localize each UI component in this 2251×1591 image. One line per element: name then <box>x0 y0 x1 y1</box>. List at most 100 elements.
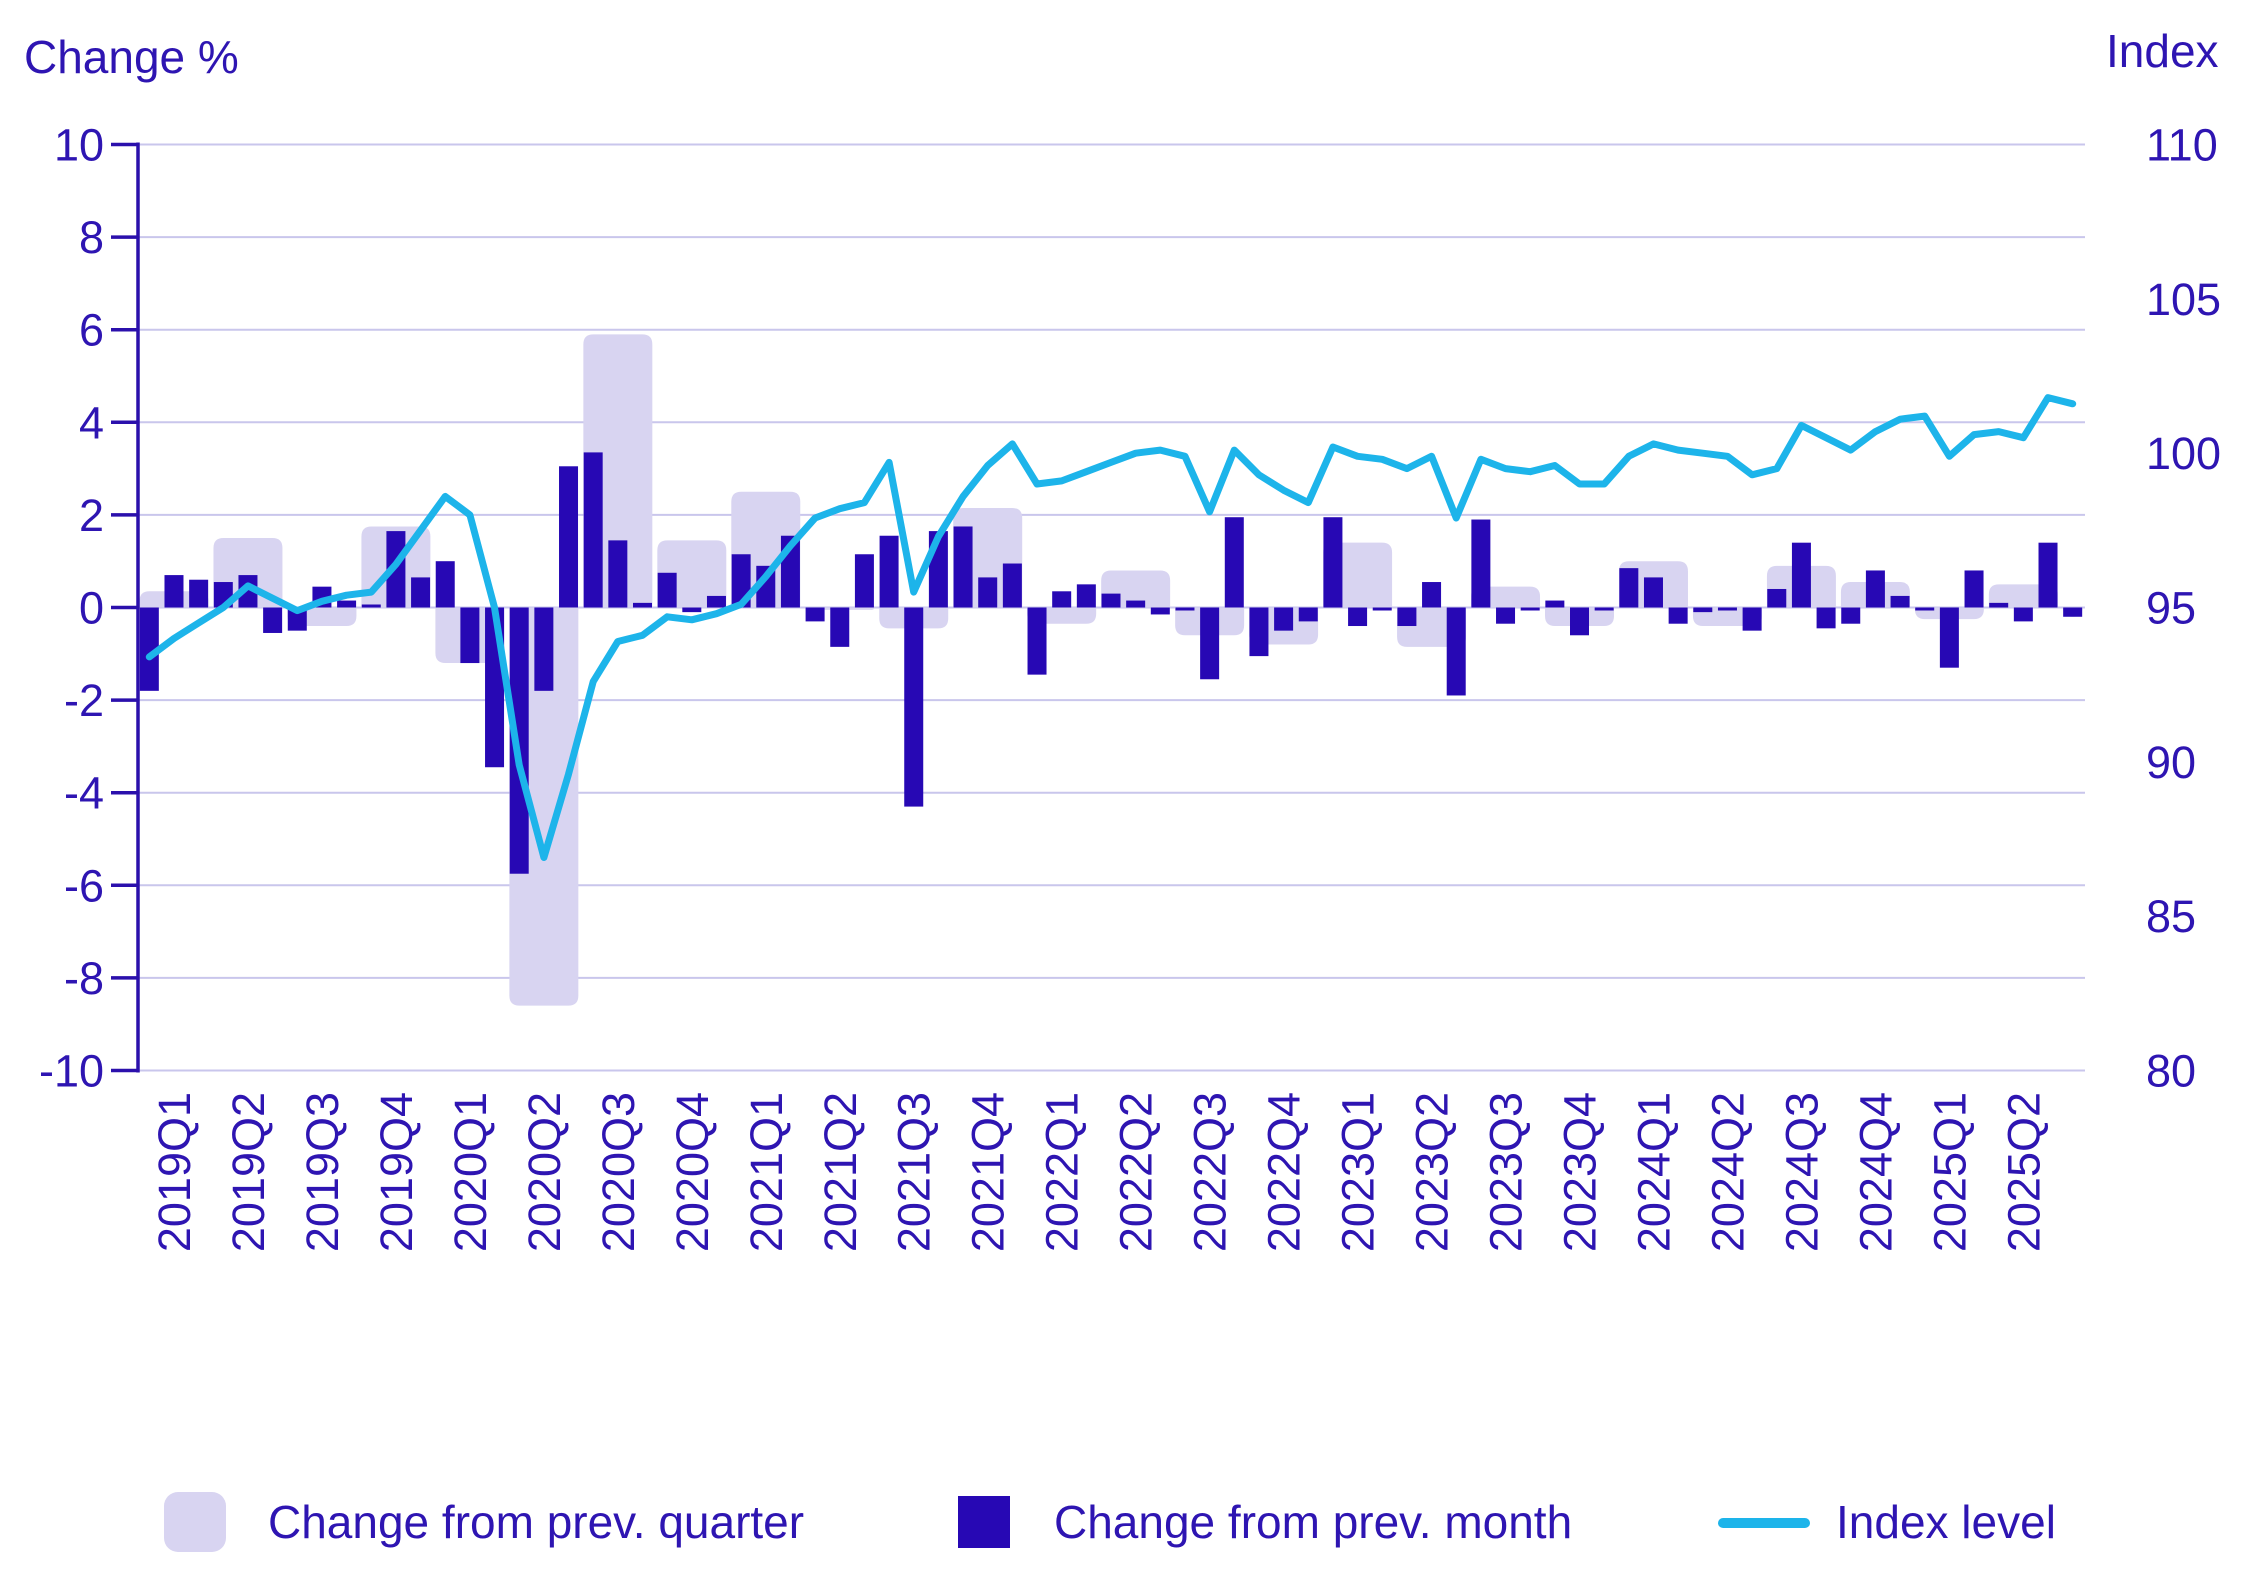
x-axis-quarter-label: 2021Q1 <box>741 1092 792 1252</box>
month-bar <box>608 540 628 608</box>
right-axis-tick-label: 90 <box>2146 737 2196 788</box>
left-axis-tick-label: 6 <box>79 305 104 356</box>
month-bar <box>139 607 159 691</box>
right-axis-tick-label: 85 <box>2146 891 2196 942</box>
left-axis-labels: 10 8 6 4 2 0 -2 -4 -6 -8 -10 <box>39 120 104 1097</box>
month-bar <box>238 575 258 608</box>
x-axis-quarter-label: 2019Q1 <box>149 1092 200 1252</box>
x-axis-quarter-label: 2024Q2 <box>1703 1092 1754 1252</box>
month-bar <box>632 602 652 608</box>
month-bar <box>1323 517 1343 608</box>
month-bar <box>1002 563 1022 608</box>
month-bar <box>1865 570 1885 608</box>
x-axis-quarter-label: 2023Q4 <box>1555 1092 1606 1252</box>
legend: Change from prev. quarter Change from pr… <box>0 1488 2251 1560</box>
month-bar <box>1200 607 1220 680</box>
month-bar <box>1668 607 1688 624</box>
month-bar <box>830 607 850 647</box>
month-bar <box>978 577 998 608</box>
month-bar <box>1791 542 1811 608</box>
month-bar <box>460 607 480 664</box>
left-axis-tick-label: 10 <box>54 120 104 171</box>
month-bar <box>1619 568 1639 608</box>
month-bar <box>1027 607 1047 675</box>
x-axis-quarter-label: 2022Q4 <box>1259 1092 1310 1252</box>
month-bar <box>1594 607 1614 611</box>
right-axis-tick-label: 100 <box>2146 428 2221 479</box>
month-bar <box>1643 577 1663 608</box>
right-axis-labels: 110 105 100 95 90 85 80 <box>2146 120 2221 1097</box>
x-axis-quarter-label: 2021Q3 <box>889 1092 940 1252</box>
month-bar <box>1274 607 1294 631</box>
legend-quarter-swatch-icon <box>164 1492 226 1552</box>
x-axis-quarter-label: 2023Q3 <box>1481 1092 1532 1252</box>
month-bar <box>1372 607 1392 611</box>
month-bar <box>1101 593 1121 608</box>
month-bar <box>583 452 603 608</box>
month-bar <box>1890 595 1910 608</box>
month-bar <box>411 577 431 608</box>
x-axis-quarter-label: 2020Q2 <box>519 1092 570 1252</box>
month-bar <box>706 595 726 608</box>
month-bar <box>1397 607 1417 627</box>
x-axis-quarter-label: 2024Q4 <box>1850 1092 1901 1252</box>
month-bar <box>1742 607 1762 631</box>
left-axis-tick-label: -8 <box>64 953 104 1004</box>
month-bar <box>879 535 899 608</box>
month-bar <box>164 575 184 608</box>
month-bar <box>263 607 283 633</box>
x-axis-quarter-label: 2023Q2 <box>1407 1092 1458 1252</box>
left-axis-tick-label: -2 <box>64 675 104 726</box>
month-bar <box>904 607 924 807</box>
month-bar <box>1717 607 1737 611</box>
month-bar <box>805 607 825 622</box>
x-axis-labels: 2019Q1 2019Q2 2019Q3 2019Q4 2020Q1 2020Q2 2020… <box>149 1092 2049 1252</box>
month-bar <box>509 607 529 874</box>
month-bar <box>1224 517 1244 608</box>
month-bar <box>559 466 579 608</box>
right-axis-tick-label: 105 <box>2146 274 2221 325</box>
left-axis-tick-label: -10 <box>39 1046 104 1097</box>
month-bar <box>1989 602 2009 608</box>
x-axis-quarter-label: 2023Q1 <box>1333 1092 1384 1252</box>
month-bar <box>1939 607 1959 668</box>
x-axis-quarter-label: 2022Q3 <box>1185 1092 1236 1252</box>
x-axis-quarter-label: 2024Q3 <box>1776 1092 1827 1252</box>
left-axis-tick-label: 8 <box>79 212 104 263</box>
x-axis-quarter-label: 2021Q4 <box>963 1092 1014 1252</box>
month-bar <box>1964 570 1984 608</box>
month-bar <box>1422 582 1442 608</box>
month-bar <box>1570 607 1590 636</box>
month-bar <box>682 607 702 613</box>
month-bar <box>1496 607 1516 624</box>
left-axis-tick-label: 0 <box>79 583 104 634</box>
month-bar <box>1915 607 1935 611</box>
month-bar <box>1693 607 1713 613</box>
month-bar <box>1175 607 1195 611</box>
right-axis-tick-label: 80 <box>2146 1046 2196 1097</box>
left-axis <box>111 142 140 1073</box>
x-axis-quarter-label: 2020Q4 <box>667 1092 718 1252</box>
x-axis-quarter-label: 2020Q3 <box>593 1092 644 1252</box>
left-axis-tick-label: -4 <box>64 768 104 819</box>
month-bar <box>854 554 874 608</box>
month-bar <box>1767 588 1787 608</box>
month-bar <box>1052 591 1072 608</box>
x-axis-quarter-label: 2019Q4 <box>371 1092 422 1252</box>
month-bar <box>1545 600 1565 608</box>
month-bar <box>435 561 455 608</box>
x-axis-quarter-label: 2025Q1 <box>1924 1092 1975 1252</box>
month-bar <box>1150 607 1170 615</box>
left-axis-title: Change % <box>24 31 239 83</box>
legend-line-label: Index level <box>1836 1496 2056 1548</box>
month-bar <box>1841 607 1861 624</box>
month-bar <box>1520 607 1540 611</box>
legend-month-swatch-icon <box>958 1496 1010 1548</box>
index-line <box>145 394 2077 861</box>
left-axis-tick-label: 4 <box>79 397 104 448</box>
x-axis-quarter-label: 2019Q2 <box>223 1092 274 1252</box>
month-bar <box>1446 607 1466 696</box>
month-bar <box>953 526 973 608</box>
month-bar <box>189 579 209 608</box>
left-axis-tick-label: -6 <box>64 860 104 911</box>
